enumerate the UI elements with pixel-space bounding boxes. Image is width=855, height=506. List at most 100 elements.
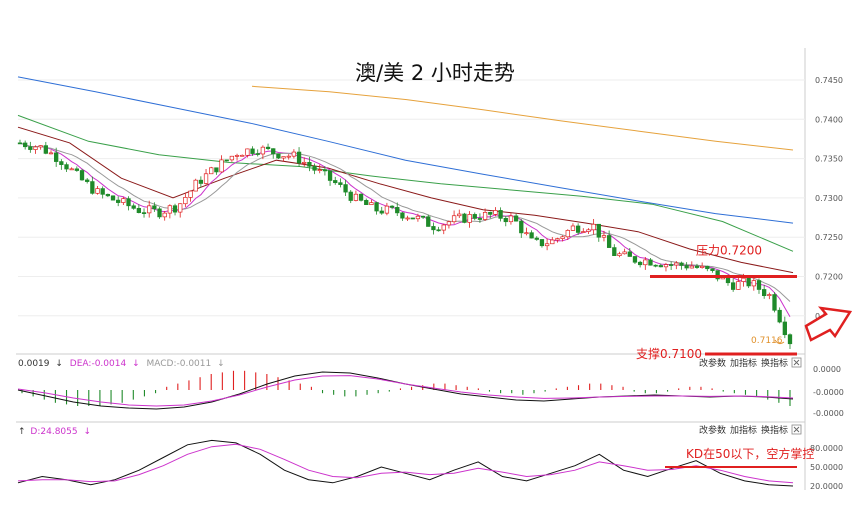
- candle-body: [575, 225, 581, 233]
- candle-body: [477, 218, 483, 220]
- candle-body: [255, 153, 260, 155]
- candle-body: [33, 146, 38, 150]
- moving-average-line: [17, 126, 794, 274]
- candle-body: [529, 232, 534, 239]
- candle-body: [48, 152, 54, 155]
- kd-switch-indicator-button[interactable]: 换指标: [761, 424, 788, 436]
- candle-body: [762, 289, 767, 297]
- candle-body: [193, 179, 198, 192]
- kd-tick-label: 50.0000: [810, 463, 843, 472]
- candle-body: [555, 238, 560, 241]
- candle-body: [157, 208, 162, 218]
- candle-body: [446, 221, 452, 226]
- candle-body: [699, 265, 705, 268]
- macd-axis-ticks: 0.0000 -0.0000 -0.0000: [813, 365, 844, 418]
- resistance-label: 压力0.7200: [696, 244, 762, 258]
- candle-body: [296, 151, 302, 164]
- candle-body: [544, 243, 550, 247]
- candle-body: [353, 193, 359, 201]
- candle-body: [374, 202, 379, 212]
- candle-body: [271, 148, 276, 155]
- candle-body: [322, 169, 328, 172]
- candle-body: [787, 334, 793, 345]
- kd-legend-arrow: ↓: [83, 427, 91, 437]
- moving-average-line: [251, 85, 794, 151]
- macd-tick-label: -0.0000: [813, 409, 844, 418]
- candle-body: [59, 161, 64, 165]
- candle-body: [203, 173, 209, 184]
- candle-body: [141, 212, 147, 214]
- candle-body: [731, 282, 736, 290]
- candle-body: [224, 159, 229, 162]
- candle-body: [162, 212, 167, 218]
- candle-body: [415, 215, 421, 220]
- candle-body: [214, 167, 219, 173]
- candle-body: [405, 217, 410, 220]
- moving-average-line: [17, 114, 794, 252]
- ma5-line: [19, 142, 791, 318]
- candle-body: [17, 142, 23, 145]
- macd-edit-params-button[interactable]: 改参数: [699, 357, 726, 369]
- candle-body: [286, 155, 291, 158]
- kd-edit-params-button[interactable]: 改参数: [699, 424, 726, 436]
- close-icon: [793, 426, 800, 433]
- candle-body: [126, 198, 131, 207]
- candle-body: [436, 229, 441, 232]
- candle-body: [782, 321, 787, 336]
- candle-body: [617, 253, 622, 256]
- candle-body: [384, 205, 390, 214]
- candle-body: [250, 148, 255, 154]
- candle-body: [472, 214, 477, 219]
- candle-body: [493, 210, 498, 215]
- arrow-up-icon: ↑: [18, 427, 26, 437]
- support-label: 支撑0.7100: [636, 346, 702, 361]
- candle-body: [539, 239, 545, 247]
- candle-body: [420, 215, 426, 218]
- candle-body: [668, 264, 674, 266]
- candle-body: [524, 232, 529, 235]
- candle-body: [95, 188, 100, 194]
- candle-body: [648, 259, 653, 266]
- candle-body: [606, 235, 612, 248]
- candle-body: [281, 156, 286, 159]
- candle-body: [508, 215, 514, 223]
- svg-text:0.0019 ↓ DEA:-0.00: 0.0019 ↓ DEA:-0.0014 ↓ MACD:-0.0011 ↓: [18, 359, 225, 369]
- candle-body: [307, 161, 312, 167]
- candle-body: [612, 247, 617, 256]
- candle-body: [188, 190, 193, 198]
- last-price-label: 0.7116: [751, 336, 783, 346]
- moving-average-lines: [17, 76, 794, 318]
- candle-body: [772, 294, 777, 311]
- candle-body: [570, 225, 576, 231]
- candle-body: [591, 223, 596, 231]
- price-tick-label: 0.7350: [815, 155, 843, 164]
- macd-switch-indicator-button[interactable]: 换指标: [761, 357, 788, 369]
- dea-legend-value: DEA:-0.0014: [70, 359, 127, 369]
- candle-body: [715, 270, 720, 280]
- macd-add-indicator-button[interactable]: 加指标: [730, 357, 757, 369]
- kd-k-line: [17, 439, 794, 487]
- candle-body: [653, 264, 658, 267]
- up-right-arrow-icon: [804, 306, 853, 342]
- candle-body: [364, 199, 369, 206]
- candle-body: [338, 182, 343, 185]
- candle-body: [152, 205, 157, 210]
- candlestick-series: [17, 139, 793, 349]
- candle-body: [601, 235, 607, 238]
- close-icon: [793, 359, 800, 366]
- candle-body: [777, 309, 782, 323]
- candle-body: [637, 261, 643, 266]
- macd-toolbar: 改参数 加指标 换指标: [699, 357, 802, 369]
- moving-average-line: [17, 76, 794, 224]
- last-price-pointer: [774, 339, 785, 345]
- candle-body: [689, 265, 694, 269]
- candle-body: [586, 229, 591, 232]
- candle-body: [663, 264, 669, 268]
- candle-body: [431, 226, 436, 231]
- kd-add-indicator-button[interactable]: 加指标: [730, 424, 757, 436]
- macd-histogram: [21, 370, 791, 406]
- candle-body: [658, 265, 663, 268]
- candle-body: [488, 211, 493, 215]
- candle-body: [172, 205, 178, 213]
- candle-body: [302, 161, 307, 164]
